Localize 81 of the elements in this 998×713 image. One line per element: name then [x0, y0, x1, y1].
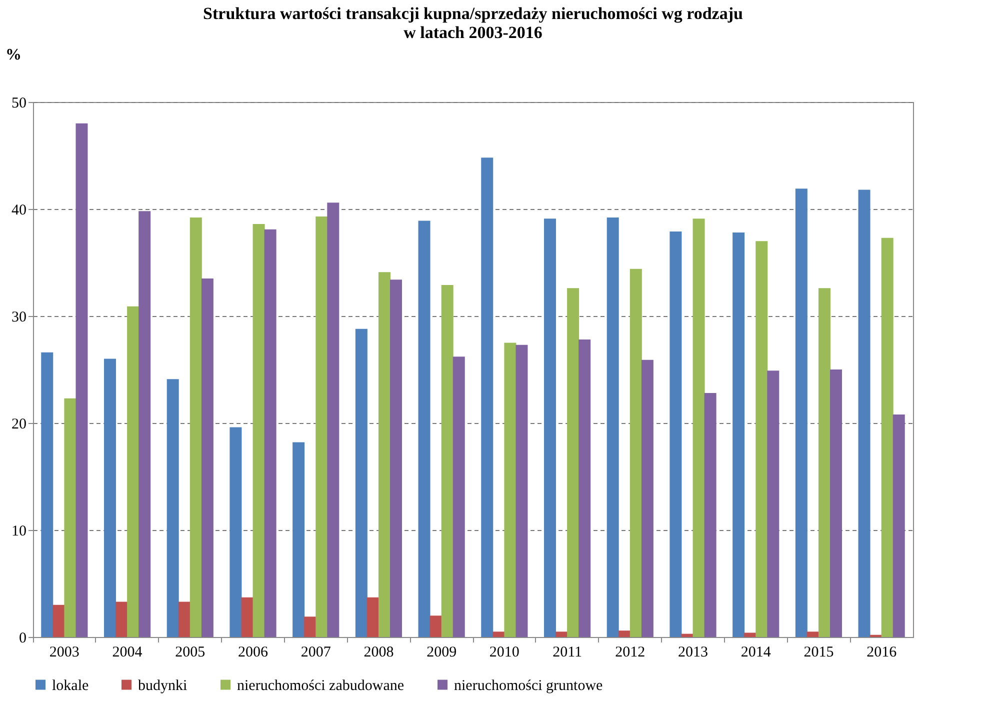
bar	[41, 352, 54, 637]
bar	[732, 232, 745, 637]
bar	[264, 229, 276, 637]
y-tick-label: 40	[12, 202, 26, 218]
legend-label: budynki	[138, 678, 188, 694]
bar	[241, 597, 254, 637]
x-tick-label: 2007	[300, 644, 332, 660]
bar	[681, 634, 694, 637]
bar	[452, 356, 465, 637]
x-tick-label: 2011	[552, 644, 582, 660]
x-tick-label: 2004	[112, 644, 143, 660]
bar	[430, 616, 442, 637]
bar	[567, 288, 580, 637]
bar	[606, 218, 619, 637]
bar	[892, 414, 905, 637]
bar	[504, 342, 516, 637]
y-tick-label: 50	[12, 96, 26, 112]
x-tick-label: 2013	[678, 644, 708, 660]
bar	[355, 328, 368, 637]
bar	[292, 442, 305, 637]
x-tick-label: 2006	[238, 644, 268, 660]
bar	[178, 602, 190, 637]
bar	[104, 358, 116, 637]
bar	[316, 216, 328, 637]
chart-title: Struktura wartości transakcji kupna/sprzedaży nieruchomości wg rodzaju w latach 2003-2016	[203, 4, 743, 42]
bar	[795, 188, 808, 637]
bar	[127, 306, 140, 637]
legend-label: nieruchomości zabudowane	[237, 678, 404, 694]
bar	[806, 632, 819, 637]
bar	[252, 224, 265, 637]
bar	[230, 427, 242, 637]
bar	[881, 238, 894, 637]
y-tick-label: 20	[12, 416, 26, 432]
bar	[64, 398, 76, 637]
x-tick-label: 2016	[866, 644, 898, 660]
bar	[670, 231, 682, 637]
x-tick-label: 2005	[175, 644, 206, 660]
y-tick-label: 10	[12, 524, 26, 540]
bar	[830, 370, 842, 637]
bar	[116, 602, 128, 637]
legend-label: lokale	[52, 678, 89, 694]
y-axis-title: %	[6, 46, 22, 64]
bar	[756, 241, 768, 637]
x-tick-label: 2012	[615, 644, 646, 660]
x-tick-label: 2003	[49, 644, 80, 660]
bar	[378, 272, 390, 637]
x-tick-label: 2009	[426, 644, 457, 660]
x-tick-label: 2014	[740, 644, 772, 660]
bar	[818, 288, 830, 637]
bar	[858, 190, 870, 637]
bar	[418, 220, 430, 637]
bar	[767, 370, 780, 637]
bar	[481, 158, 494, 637]
bar	[556, 632, 568, 637]
bar	[52, 604, 65, 637]
bar	[190, 218, 202, 637]
bar	[441, 284, 454, 637]
bar	[304, 616, 316, 637]
bar	[390, 280, 402, 637]
bar	[201, 278, 214, 637]
bar	[76, 123, 88, 637]
bar	[327, 202, 340, 637]
legend-label: nieruchomości gruntowe	[454, 678, 604, 694]
bar	[704, 393, 716, 637]
bar	[166, 379, 179, 637]
bar	[618, 630, 630, 637]
bar	[492, 632, 505, 637]
y-tick-label: 30	[12, 310, 26, 326]
bar	[366, 597, 379, 637]
bar	[138, 211, 151, 637]
x-tick-label: 2015	[804, 644, 834, 660]
bar	[641, 360, 654, 637]
y-tick-label: 0	[19, 630, 26, 646]
bar	[744, 632, 756, 637]
bar	[578, 340, 591, 637]
bar	[630, 268, 642, 637]
x-tick-label: 2008	[364, 644, 394, 660]
bar	[544, 218, 556, 637]
x-tick-label: 2010	[489, 644, 520, 660]
bar	[692, 218, 705, 637]
bar	[516, 344, 528, 637]
